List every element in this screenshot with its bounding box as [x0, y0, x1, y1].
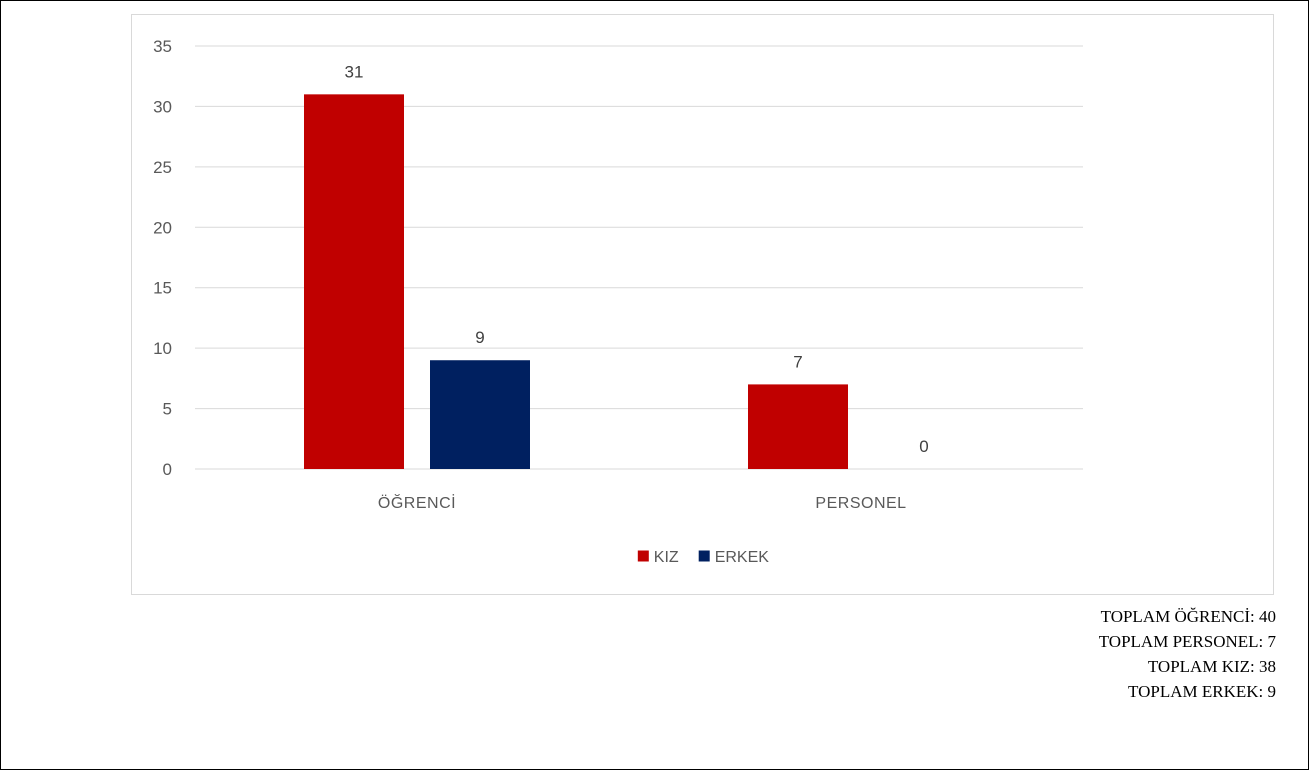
total-students-text: TOPLAM ÖĞRENCİ: 40 [1100, 607, 1276, 626]
data-label: 31 [345, 62, 364, 81]
legend-label-kiz: KIZ [654, 549, 679, 566]
legend-swatch-kiz [637, 550, 649, 562]
y-tick-label: 20 [153, 218, 172, 237]
data-label: 7 [793, 352, 802, 371]
data-label: 9 [475, 328, 484, 347]
bar-kiz-1 [748, 384, 848, 469]
data-label: 0 [919, 437, 928, 456]
y-tick-label: 5 [163, 400, 172, 419]
totals-panel: TOPLAM ÖĞRENCİ: 40 TOPLAM PERSONEL: 7 TO… [1099, 604, 1276, 704]
y-tick-label: 0 [163, 460, 172, 479]
y-tick-label: 25 [153, 158, 172, 177]
y-tick-label: 10 [153, 339, 172, 358]
y-tick-label: 15 [153, 279, 172, 298]
x-category-label: PERSONEL [815, 495, 906, 512]
x-category-label: ÖĞRENCİ [378, 493, 456, 512]
legend-label-erkek: ERKEK [715, 549, 770, 566]
bar-erkek-0 [430, 360, 530, 469]
y-tick-label: 35 [153, 37, 172, 56]
y-tick-label: 30 [153, 97, 172, 116]
total-staff-text: TOPLAM PERSONEL: 7 [1098, 632, 1276, 651]
legend-swatch-erkek [698, 550, 710, 562]
total-boys-text: TOPLAM ERKEK: 9 [1128, 682, 1276, 701]
bar-kiz-0 [304, 94, 404, 469]
total-girls-text: TOPLAM KIZ: 38 [1147, 657, 1276, 676]
